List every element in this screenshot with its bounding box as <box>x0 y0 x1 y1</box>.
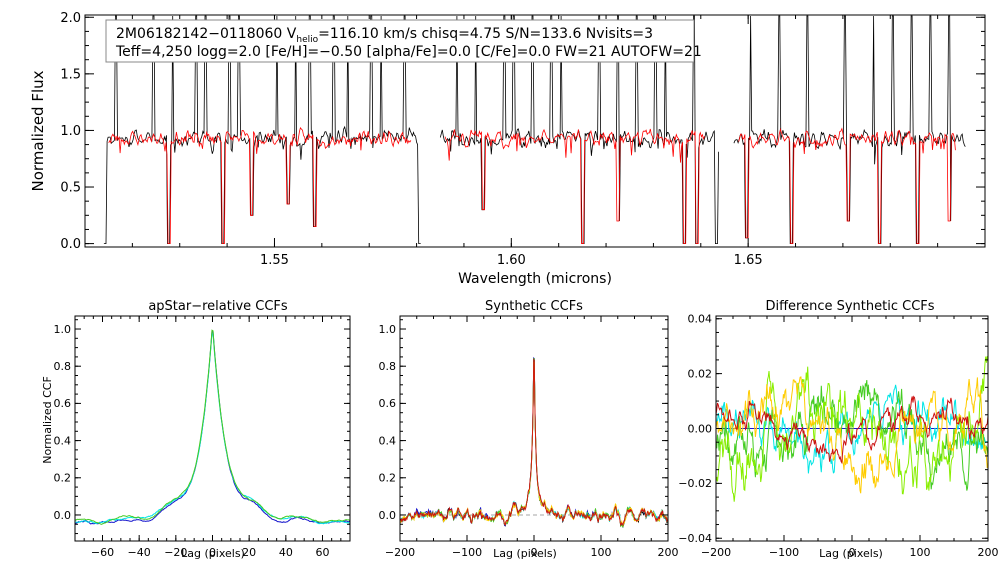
ytick-label: 0.8 <box>54 360 72 373</box>
ytick-label: 0.02 <box>688 367 713 380</box>
spectrum-info-box <box>105 19 695 63</box>
ytick-label: 0.6 <box>54 397 72 410</box>
ytick-label: −0.04 <box>678 532 712 545</box>
spectrum-xlabel: Wavelength (microns) <box>458 271 612 287</box>
xtick-label: −100 <box>452 546 482 559</box>
apstar-ccf-xlabel: Lag (pixels) <box>181 547 245 560</box>
diff-ccf-visit-4 <box>715 376 989 494</box>
ytick-label: 1.0 <box>60 124 81 139</box>
synthetic-ccf-combined <box>399 358 669 528</box>
xtick-label: −200 <box>385 546 415 559</box>
apstar-ccf-visit-1 <box>75 330 351 525</box>
diff-ccf-ticks: −200 −100 0 100 200 −0.04 −0.02 0.00 0.02 0.04 <box>678 313 998 559</box>
synthetic-ccf-title: Synthetic CCFs <box>485 299 583 314</box>
synthetic-ccf-ticks: −200 −100 0 100 200 0.0 0.2 0.4 0.6 0.8 1.0 <box>379 316 679 559</box>
ytick-label: 1.0 <box>379 323 397 336</box>
apstar-ccf-visit-2 <box>74 332 351 525</box>
spectrum-frame <box>84 14 986 248</box>
xtick-label: 1.60 <box>497 253 526 268</box>
spectrum-info-line1: 2M06182142−0118060 Vhelio=116.10 km/s ch… <box>116 26 653 45</box>
ytick-label: 2.0 <box>60 11 81 26</box>
ytick-label: 0.4 <box>379 434 397 447</box>
apstar-ccf-frame <box>74 315 351 542</box>
diff-ccf-visit-3 <box>715 356 989 502</box>
xtick-label: 1.65 <box>734 253 763 268</box>
spectrum-info-line2: Teff=4,250 logg=2.0 [Fe/H]=−0.50 [alpha/… <box>115 44 702 60</box>
apstar-ccf-visit-3 <box>74 329 351 525</box>
apstar-ccf-title: apStar−relative CCFs <box>148 299 288 314</box>
synthetic-ccf-visit-4 <box>399 361 669 527</box>
ytick-label: 1.0 <box>54 323 72 336</box>
diff-ccf-lines <box>715 356 989 502</box>
xtick-label: −60 <box>91 546 114 559</box>
xtick-label: −100 <box>769 546 799 559</box>
ytick-label: 0.8 <box>379 360 397 373</box>
xtick-label: 0 <box>531 546 538 559</box>
ytick-label: 0.04 <box>688 313 713 326</box>
ytick-label: 0.4 <box>54 434 72 447</box>
synthetic-ccf-lines <box>399 356 669 528</box>
ytick-label: 0.6 <box>379 397 397 410</box>
xtick-label: 200 <box>658 546 679 559</box>
xtick-label: 0 <box>209 546 216 559</box>
synthetic-ccf-visit-1 <box>399 356 669 528</box>
spectrum-panel: 1.55 1.60 1.65 0.0 0.5 1.0 1.5 2.0 2M06182142−0… <box>29 11 986 287</box>
xtick-label: 40 <box>279 546 293 559</box>
xtick-label: −20 <box>164 546 187 559</box>
synthetic-ccf-visit-2 <box>399 359 669 528</box>
xtick-label: 20 <box>242 546 256 559</box>
ytick-label: 0.2 <box>54 472 72 485</box>
star-id-velocity: 2M06182142−0118060 V <box>116 26 297 42</box>
synthetic-ccf-xlabel: Lag (pixels) <box>493 547 557 560</box>
apstar-ccf-ticks: −60 −40 −20 0 20 40 60 0.0 0.2 0.4 0.6 0.8 1.0 <box>54 316 351 559</box>
ytick-label: 0.00 <box>688 422 713 435</box>
ytick-label: 0.5 <box>60 181 81 196</box>
ytick-label: 0.0 <box>54 509 72 522</box>
model-spectrum-chip-3 <box>738 127 956 244</box>
xtick-label: 60 <box>316 546 330 559</box>
apstar-ccf-ylabel: Normalized CCF <box>41 376 54 464</box>
model-spectrum-chip-2 <box>444 128 705 244</box>
apstar-ccf-lines <box>74 329 351 525</box>
diff-ccf-visit-5 <box>715 395 989 465</box>
synthetic-ccf-model <box>399 358 669 527</box>
data-spectrum-chip-1 <box>103 15 421 244</box>
synthetic-ccf-visit-3 <box>399 358 669 528</box>
fit-stats: =116.10 km/s chisq=4.75 S/N=133.6 Nvisit… <box>318 26 653 42</box>
model-spectrum-chip-1 <box>108 126 412 244</box>
spectrum-ylabel: Normalized Flux <box>29 70 47 191</box>
ytick-label: −0.02 <box>678 477 712 490</box>
ytick-label: 0.0 <box>379 509 397 522</box>
diff-ccf-title: Difference Synthetic CCFs <box>765 299 934 314</box>
xtick-label: 200 <box>978 546 999 559</box>
xtick-label: 100 <box>591 546 612 559</box>
ytick-label: 0.2 <box>379 472 397 485</box>
apstar-ccf-panel: apStar−relative CCFs −60 −40 −20 0 20 40 60 0.0… <box>41 299 351 560</box>
xtick-label: 0 <box>849 546 856 559</box>
ytick-label: 0.0 <box>60 237 81 252</box>
xtick-label: −40 <box>128 546 151 559</box>
ytick-label: 1.5 <box>60 67 81 82</box>
xtick-label: 1.55 <box>260 253 289 268</box>
diff-ccf-panel: Difference Synthetic CCFs −200 −100 0 100 20… <box>678 299 998 560</box>
synthetic-ccf-panel: Synthetic CCFs −200 −100 0 100 200 0.0 0.2 0.4 0… <box>379 299 679 560</box>
xtick-label: −200 <box>701 546 731 559</box>
spectrum-lines <box>103 15 966 244</box>
diff-ccf-xlabel: Lag (pixels) <box>819 547 883 560</box>
velocity-subscript: helio <box>296 35 318 45</box>
xtick-label: 100 <box>910 546 931 559</box>
